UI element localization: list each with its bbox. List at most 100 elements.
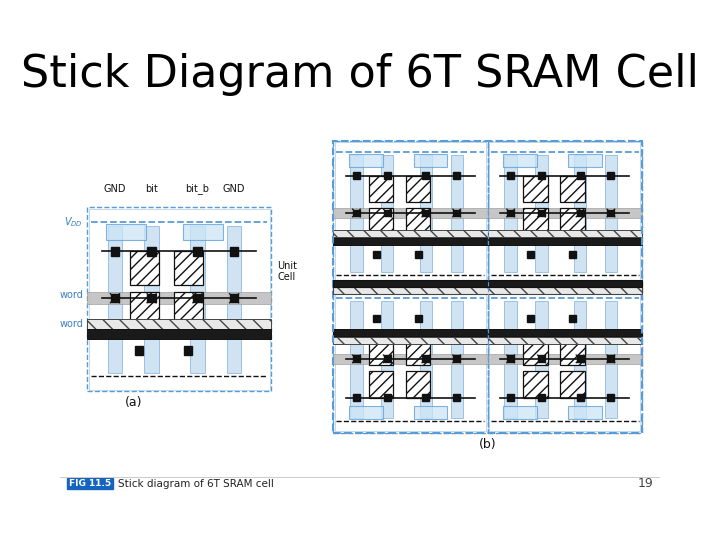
Bar bbox=[89, 209, 269, 389]
Bar bbox=[523, 339, 548, 366]
Bar bbox=[184, 346, 192, 355]
Bar bbox=[453, 394, 460, 401]
Bar bbox=[487, 141, 642, 287]
Bar bbox=[487, 230, 642, 237]
Bar bbox=[67, 478, 113, 489]
Bar bbox=[174, 252, 203, 285]
Bar bbox=[373, 251, 380, 258]
Bar bbox=[608, 172, 614, 179]
Bar bbox=[453, 355, 460, 362]
Bar bbox=[423, 210, 429, 217]
Bar bbox=[406, 372, 431, 397]
Bar bbox=[111, 294, 119, 302]
Bar bbox=[523, 176, 548, 202]
Bar bbox=[87, 292, 271, 305]
Bar bbox=[144, 226, 159, 373]
Bar bbox=[373, 315, 380, 322]
Bar bbox=[230, 294, 238, 302]
Bar bbox=[605, 156, 617, 272]
Bar bbox=[384, 172, 391, 179]
Bar bbox=[560, 339, 585, 366]
Bar bbox=[335, 142, 486, 286]
Bar bbox=[523, 372, 548, 397]
Bar bbox=[487, 337, 642, 345]
Bar bbox=[420, 156, 432, 272]
Bar bbox=[536, 156, 548, 272]
Bar bbox=[577, 355, 583, 362]
Bar bbox=[353, 355, 360, 362]
Bar bbox=[507, 210, 514, 217]
Bar bbox=[567, 154, 602, 167]
Bar bbox=[608, 355, 614, 362]
Bar bbox=[333, 280, 642, 287]
Bar bbox=[333, 354, 487, 363]
Bar bbox=[369, 208, 393, 234]
Text: $V_{DD}$: $V_{DD}$ bbox=[65, 215, 84, 229]
Bar bbox=[353, 172, 360, 179]
Bar bbox=[333, 230, 487, 237]
Bar bbox=[353, 394, 360, 401]
Bar bbox=[406, 339, 431, 366]
Bar bbox=[453, 172, 460, 179]
Text: Stick diagram of 6T SRAM cell: Stick diagram of 6T SRAM cell bbox=[118, 479, 274, 489]
Bar bbox=[569, 251, 576, 258]
Bar bbox=[527, 251, 534, 258]
Bar bbox=[527, 315, 534, 322]
Bar bbox=[135, 346, 143, 355]
Bar bbox=[538, 355, 545, 362]
Bar bbox=[107, 226, 122, 373]
Text: word: word bbox=[60, 319, 84, 329]
Bar bbox=[451, 156, 463, 272]
Bar bbox=[503, 406, 537, 420]
Bar bbox=[87, 319, 271, 328]
Bar bbox=[453, 210, 460, 217]
Bar bbox=[406, 176, 431, 202]
Bar bbox=[148, 247, 156, 255]
Bar bbox=[608, 210, 614, 217]
Bar bbox=[538, 210, 545, 217]
Bar bbox=[536, 301, 548, 418]
Bar bbox=[106, 224, 146, 240]
Bar bbox=[381, 301, 393, 418]
Bar bbox=[420, 301, 432, 418]
Bar bbox=[384, 210, 391, 217]
Text: (b): (b) bbox=[479, 438, 496, 451]
Bar bbox=[489, 142, 641, 286]
Bar bbox=[333, 141, 642, 433]
Bar bbox=[194, 294, 202, 302]
Text: Stick Diagram of 6T SRAM Cell: Stick Diagram of 6T SRAM Cell bbox=[21, 52, 699, 96]
Bar bbox=[487, 208, 642, 218]
Text: (a): (a) bbox=[125, 396, 142, 409]
Bar bbox=[503, 154, 537, 167]
Bar bbox=[538, 394, 545, 401]
Bar bbox=[413, 154, 447, 167]
Bar bbox=[577, 172, 583, 179]
Bar bbox=[569, 315, 576, 322]
Bar bbox=[348, 406, 382, 420]
Bar bbox=[507, 355, 514, 362]
Bar bbox=[406, 208, 431, 234]
Bar bbox=[194, 247, 202, 255]
Bar bbox=[333, 287, 487, 433]
Bar bbox=[333, 337, 487, 345]
Bar bbox=[538, 172, 545, 179]
Bar bbox=[333, 329, 487, 336]
Bar bbox=[560, 372, 585, 397]
Bar bbox=[183, 224, 223, 240]
Bar bbox=[423, 172, 429, 179]
Bar bbox=[174, 292, 203, 325]
Text: GND: GND bbox=[104, 184, 126, 194]
Bar bbox=[369, 372, 393, 397]
Bar bbox=[577, 394, 583, 401]
Bar bbox=[523, 208, 548, 234]
Text: GND: GND bbox=[223, 184, 246, 194]
Bar bbox=[148, 294, 156, 302]
Bar bbox=[111, 247, 119, 255]
Bar bbox=[413, 406, 447, 420]
Bar bbox=[451, 301, 463, 418]
Text: bit_b: bit_b bbox=[186, 183, 210, 194]
Bar bbox=[487, 287, 642, 433]
Bar bbox=[348, 154, 382, 167]
Bar bbox=[489, 288, 641, 431]
Bar bbox=[333, 141, 487, 287]
